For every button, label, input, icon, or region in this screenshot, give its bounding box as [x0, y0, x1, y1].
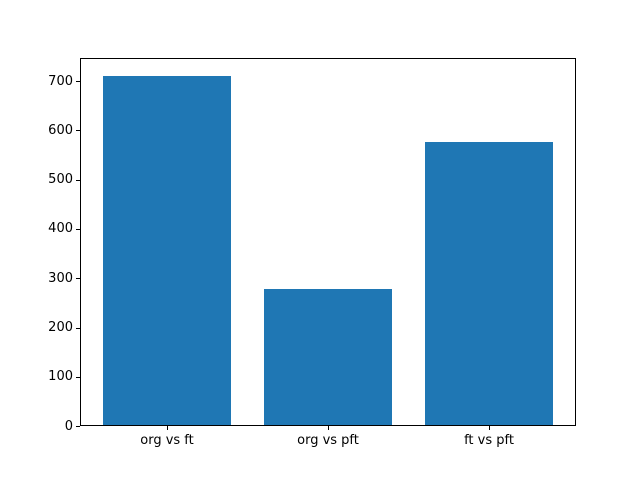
y-tick-label: 200: [48, 320, 73, 335]
y-tick-label: 700: [48, 73, 73, 89]
bar-org-vs-pft: [263, 288, 393, 426]
x-tick-label: org vs ft: [140, 433, 194, 448]
x-tick-mark: [167, 426, 168, 430]
y-tick-label: 400: [48, 221, 73, 237]
y-tick-label: 0: [64, 418, 73, 434]
x-tick-label: org vs pft: [297, 433, 359, 448]
y-tick-mark: [76, 130, 80, 132]
y-tick-mark: [76, 81, 80, 83]
y-tick-label: 100: [48, 369, 73, 385]
x-tick-mark: [489, 426, 490, 430]
bar-ft-vs-pft: [424, 142, 554, 426]
y-tick-mark: [76, 426, 80, 427]
y-tick-mark: [76, 278, 80, 280]
bar-org-vs-ft: [102, 75, 232, 426]
y-tick-label: 600: [48, 122, 73, 138]
x-tick-mark: [328, 426, 329, 430]
y-tick-label: 300: [48, 270, 73, 286]
y-tick-mark: [76, 327, 80, 329]
y-tick-mark: [76, 376, 80, 378]
y-tick-mark: [76, 179, 80, 181]
x-tick-label: ft vs pft: [464, 433, 514, 448]
y-tick-mark: [76, 228, 80, 230]
y-tick-label: 500: [48, 172, 73, 188]
